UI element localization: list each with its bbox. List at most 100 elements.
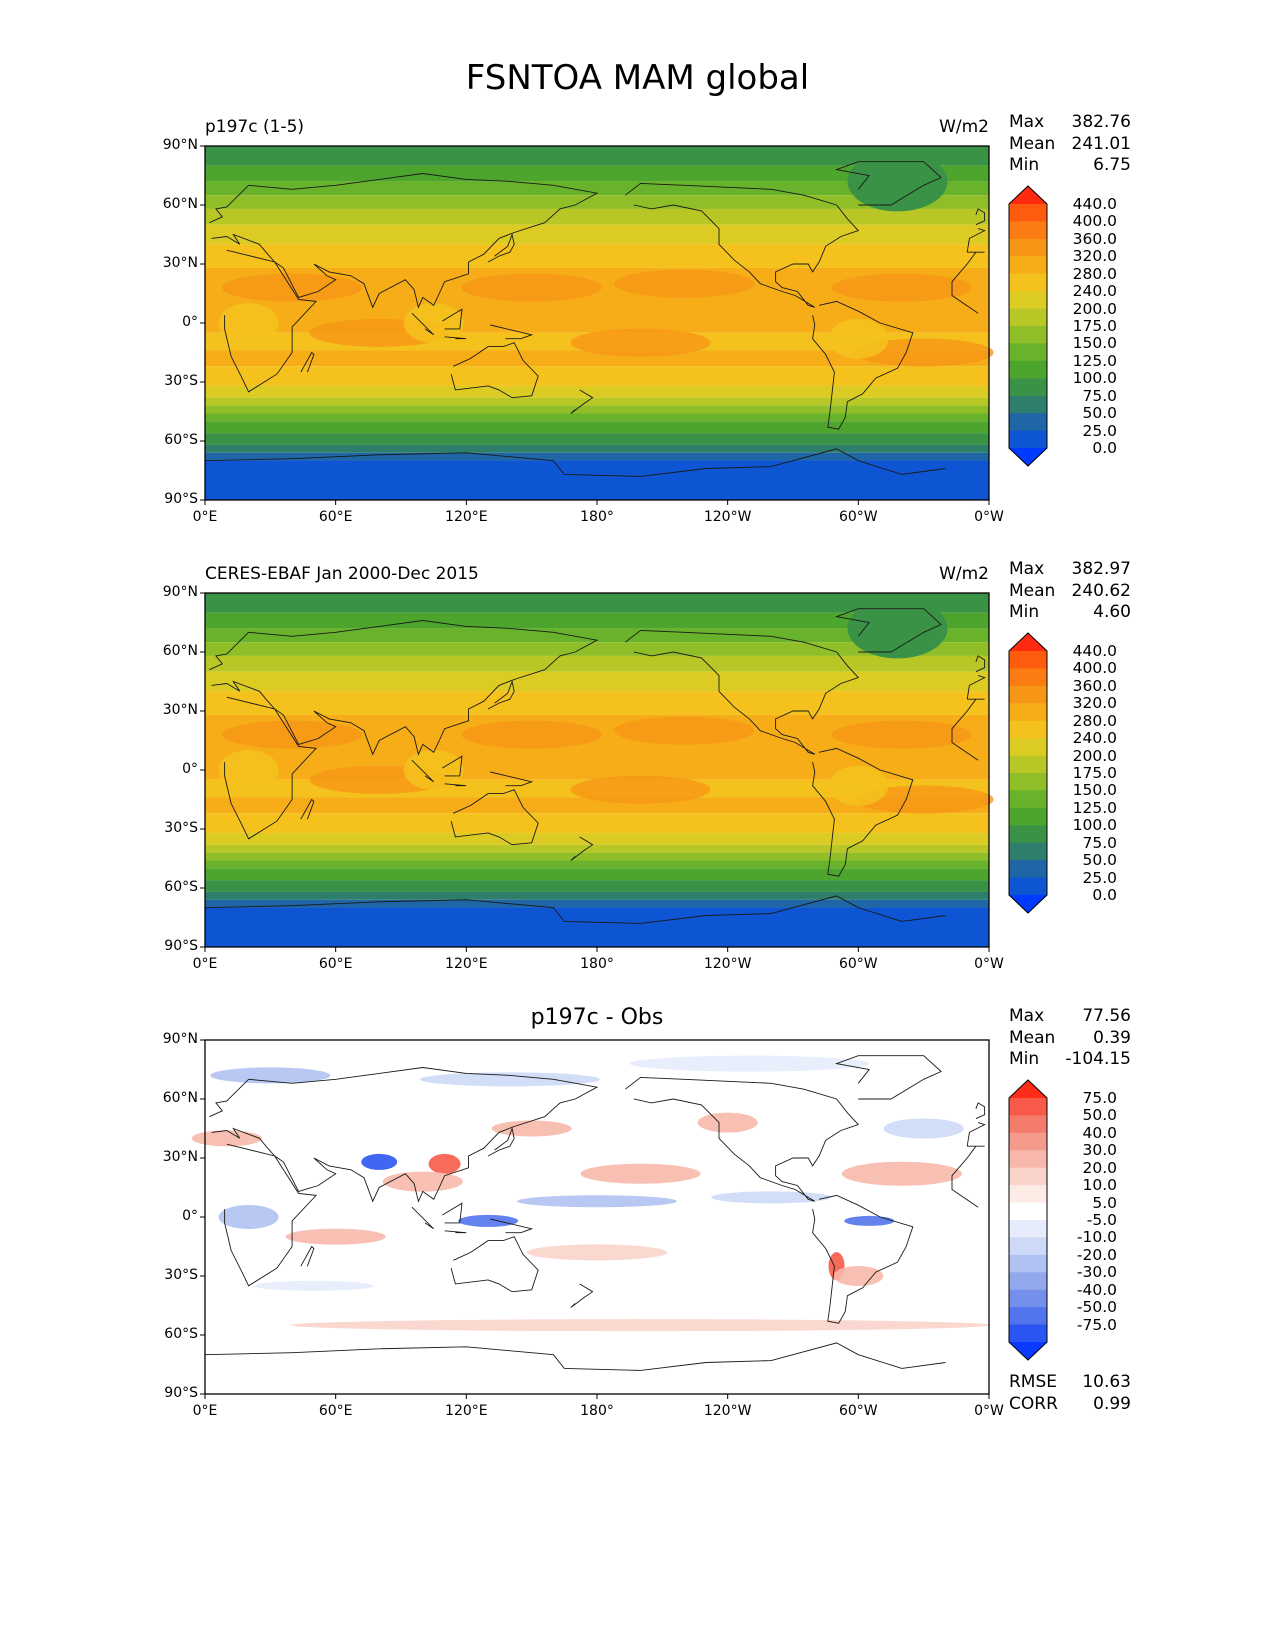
coastline [975,1102,986,1120]
coastline [570,1283,594,1308]
colorbar-label: 10.0 [1082,1176,1117,1195]
field-patch [828,318,889,359]
x-tick-label: 60°E [318,956,353,972]
coastline [442,755,463,777]
field-patch [697,1112,758,1133]
y-tick-label: 30°S [164,1267,198,1283]
coastline [204,448,946,477]
colorbar-segment [1009,413,1047,432]
colorbar [1008,185,1048,467]
field-band [205,413,989,422]
coastline [411,312,435,336]
coastline [834,1055,942,1100]
coastline [209,620,986,756]
field-patch [218,750,279,790]
x-tick-label: 180° [580,509,614,525]
stats-row: Max 382.76 [1009,112,1131,134]
colorbar-segment [1009,273,1047,292]
colorbar-label: 20.0 [1082,1158,1117,1177]
colorbar-segment [1009,860,1047,879]
stats-label: Mean [1009,580,1056,601]
colorbar-segment [1009,1289,1047,1308]
colorbar-label: -50.0 [1076,1298,1117,1317]
field-patch [382,1171,463,1192]
field-band [205,460,989,500]
coastline [444,1230,467,1234]
coastline [975,208,986,226]
colorbar-label: 280.0 [1072,711,1117,730]
coastline [487,232,515,263]
field-patch [831,720,972,749]
colorbar-segment [1009,1185,1047,1204]
coastline [300,1245,315,1267]
x-tick-label: 60°E [318,1403,353,1419]
field-patch [883,1118,964,1139]
colorbar-segment [1009,1150,1047,1169]
field-patch [614,269,755,298]
field-band [205,195,989,209]
coastline [450,342,539,399]
colorbar-label: 400.0 [1072,212,1117,231]
field-patch [853,338,994,367]
colorbar-segment [1009,1167,1047,1186]
x-tick-label: 120°E [445,509,488,525]
field-patch [461,720,602,749]
colorbar-segment [1009,877,1047,896]
colorbar-label: 40.0 [1082,1123,1117,1142]
coastline [450,789,539,846]
coastline [204,895,946,924]
field-patch [222,273,363,302]
colorbar-label: 440.0 [1072,642,1117,660]
y-tick-label: 30°N [162,702,198,718]
colorbar-extend-max [1009,186,1047,204]
field-band [205,421,989,434]
x-tick-label: 120°W [703,509,752,525]
colorbar-segment [1009,308,1047,327]
x-tick-label: 0°E [192,509,218,525]
coastline [224,249,979,393]
coastline [487,1126,515,1157]
field-band [205,880,989,892]
coastline [625,182,860,308]
field-patch [844,1215,895,1226]
field-patch [458,1214,519,1227]
stats-label: CORR [1009,1393,1058,1414]
stats-label: Min [1009,602,1040,622]
colorbar-segment [1009,685,1047,704]
colorbar-segment [1009,326,1047,344]
coastline [490,771,534,787]
panel-title: p197c - Obs [530,1005,664,1030]
coastline [411,1206,435,1230]
colorbar-label: 25.0 [1082,421,1117,440]
field-patch [461,273,602,302]
x-tick-label: 60°W [838,1403,878,1419]
field-band [205,671,989,692]
field-band [205,181,989,196]
colorbar-label: 100.0 [1072,369,1117,388]
field-band [205,655,989,672]
colorbar-segment [1009,1324,1047,1343]
x-tick-label: 120°E [445,1403,488,1419]
field-patch [218,303,279,343]
colorbar-segment [1009,1272,1047,1291]
y-tick-label: 30°S [164,373,198,389]
field-band [205,813,989,833]
colorbar-extend-min [1009,448,1047,466]
colorbar-segment [1009,790,1047,809]
field-patch [222,720,363,749]
colorbar-label: 400.0 [1072,659,1117,678]
colorbar-segment [1009,720,1047,739]
colorbar-outline [1008,185,1048,467]
stats-box: Max 382.76 Mean 241.01 Min 6.75 [1009,112,1131,177]
colorbar-segment [1009,842,1047,861]
colorbar-label: 50.0 [1082,851,1117,870]
field-patch [210,1067,331,1084]
colorbar [1008,1079,1048,1361]
field-patch [253,1280,374,1291]
coastline [975,655,986,673]
stats-value: 240.62 [1071,580,1131,601]
colorbar-segment [1009,1202,1047,1221]
coastline [450,1236,539,1293]
y-tick-label: 60°S [164,432,198,448]
field-patch [191,1130,262,1147]
